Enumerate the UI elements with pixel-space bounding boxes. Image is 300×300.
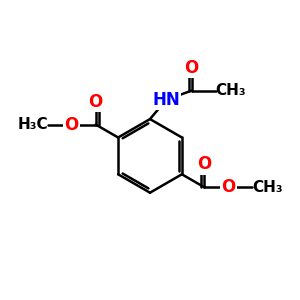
Text: CH₃: CH₃: [252, 180, 283, 195]
Text: O: O: [184, 59, 199, 77]
Text: HN: HN: [152, 91, 180, 109]
Text: O: O: [197, 155, 212, 173]
Text: O: O: [221, 178, 236, 196]
Text: O: O: [88, 93, 103, 111]
Text: H₃C: H₃C: [17, 117, 48, 132]
Text: CH₃: CH₃: [216, 83, 246, 98]
Text: O: O: [64, 116, 79, 134]
